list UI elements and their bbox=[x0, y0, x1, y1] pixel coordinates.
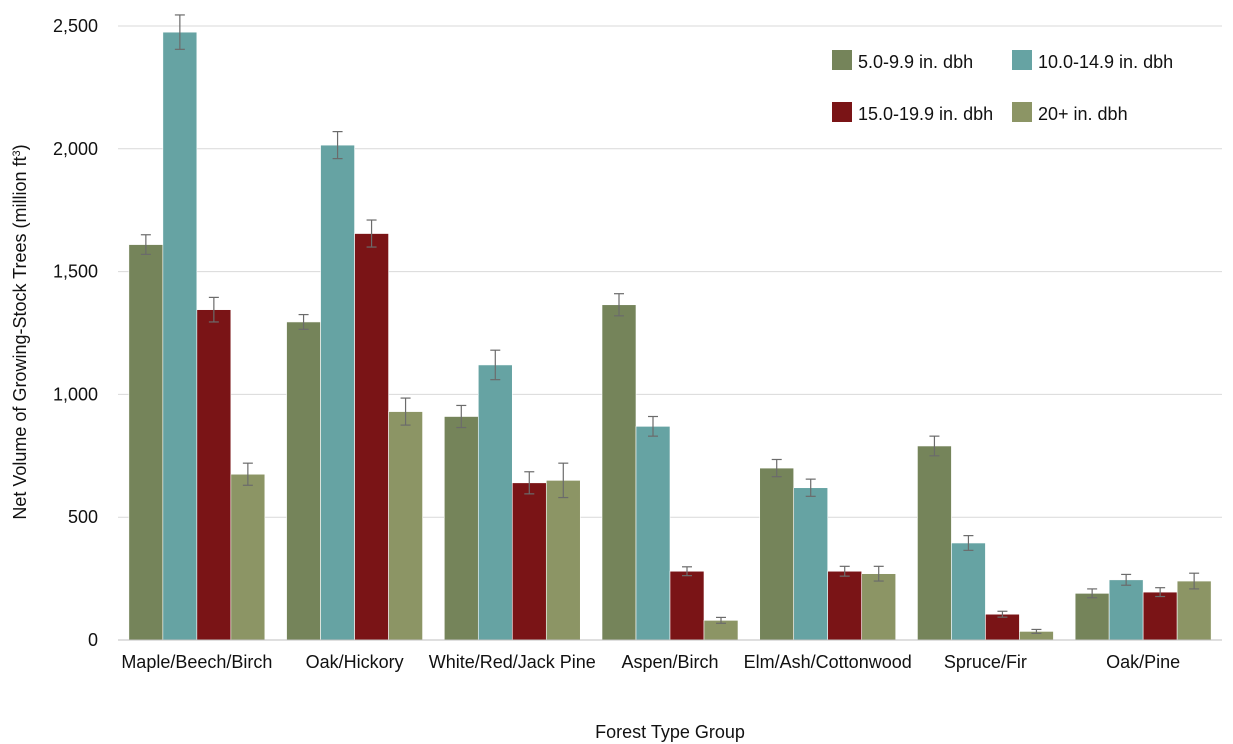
bar bbox=[196, 309, 232, 641]
bar bbox=[511, 482, 547, 641]
bar bbox=[545, 480, 581, 641]
x-axis-categories: Maple/Beech/Birch Oak/Hickory White/Red/Ja… bbox=[121, 652, 1180, 672]
y-axis-title-superscript: 3 bbox=[11, 150, 23, 156]
legend-label: 5.0-9.9 in. dbh bbox=[858, 52, 973, 72]
x-tick-label: White/Red/Jack Pine bbox=[429, 652, 596, 672]
bar bbox=[917, 445, 952, 641]
bar bbox=[388, 411, 423, 641]
bar bbox=[354, 233, 389, 641]
y-tick-label: 2,000 bbox=[53, 139, 98, 159]
y-tick-label: 500 bbox=[68, 507, 98, 527]
legend-label: 15.0-19.9 in. dbh bbox=[858, 104, 993, 124]
x-tick-label: Spruce/Fir bbox=[944, 652, 1027, 672]
bar bbox=[601, 304, 637, 641]
y-axis-title: Net Volume of Growing-Stock Trees (milli… bbox=[10, 144, 30, 519]
x-tick-label: Elm/Ash/Cottonwood bbox=[744, 652, 912, 672]
legend: 5.0-9.9 in. dbh 15.0-19.9 in. dbh 10.0-14.… bbox=[832, 50, 1173, 124]
x-tick-label: Aspen/Birch bbox=[621, 652, 718, 672]
y-tick-label: 1,000 bbox=[53, 384, 98, 404]
x-axis-title: Forest Type Group bbox=[595, 722, 745, 742]
bar bbox=[477, 364, 513, 641]
bar bbox=[793, 487, 829, 641]
bar bbox=[759, 467, 795, 641]
legend-swatch bbox=[832, 102, 852, 122]
x-tick-label: Maple/Beech/Birch bbox=[121, 652, 272, 672]
bar bbox=[1142, 591, 1178, 641]
bar bbox=[162, 31, 198, 641]
bar bbox=[443, 416, 479, 641]
y-tick-label: 0 bbox=[88, 630, 98, 650]
y-tick-label: 2,500 bbox=[53, 16, 98, 36]
y-axis-title-main: Net Volume of Growing-Stock Trees (milli… bbox=[10, 156, 30, 519]
legend-label: 10.0-14.9 in. dbh bbox=[1038, 52, 1173, 72]
y-tick-label: 1,500 bbox=[53, 262, 98, 282]
x-tick-label: Oak/Pine bbox=[1106, 652, 1180, 672]
bar bbox=[1074, 593, 1110, 641]
bar bbox=[1176, 580, 1212, 641]
bar bbox=[951, 542, 986, 641]
legend-swatch bbox=[832, 50, 852, 70]
bar bbox=[286, 321, 321, 641]
bars bbox=[128, 31, 1212, 641]
bar bbox=[861, 573, 897, 641]
error-bars bbox=[140, 14, 1200, 634]
bar bbox=[635, 426, 671, 641]
bar bbox=[128, 244, 164, 641]
y-axis-title-tail: ) bbox=[10, 144, 30, 150]
bar bbox=[320, 144, 355, 641]
bar bbox=[230, 473, 266, 641]
legend-swatch bbox=[1012, 102, 1032, 122]
bar bbox=[669, 570, 705, 641]
bar bbox=[827, 570, 863, 641]
bar bbox=[1108, 579, 1144, 641]
x-tick-label: Oak/Hickory bbox=[306, 652, 404, 672]
legend-label: 20+ in. dbh bbox=[1038, 104, 1128, 124]
bar bbox=[985, 613, 1020, 641]
y-axis-ticks: 0 500 1,000 1,500 2,000 2,500 bbox=[53, 16, 98, 650]
legend-swatch bbox=[1012, 50, 1032, 70]
